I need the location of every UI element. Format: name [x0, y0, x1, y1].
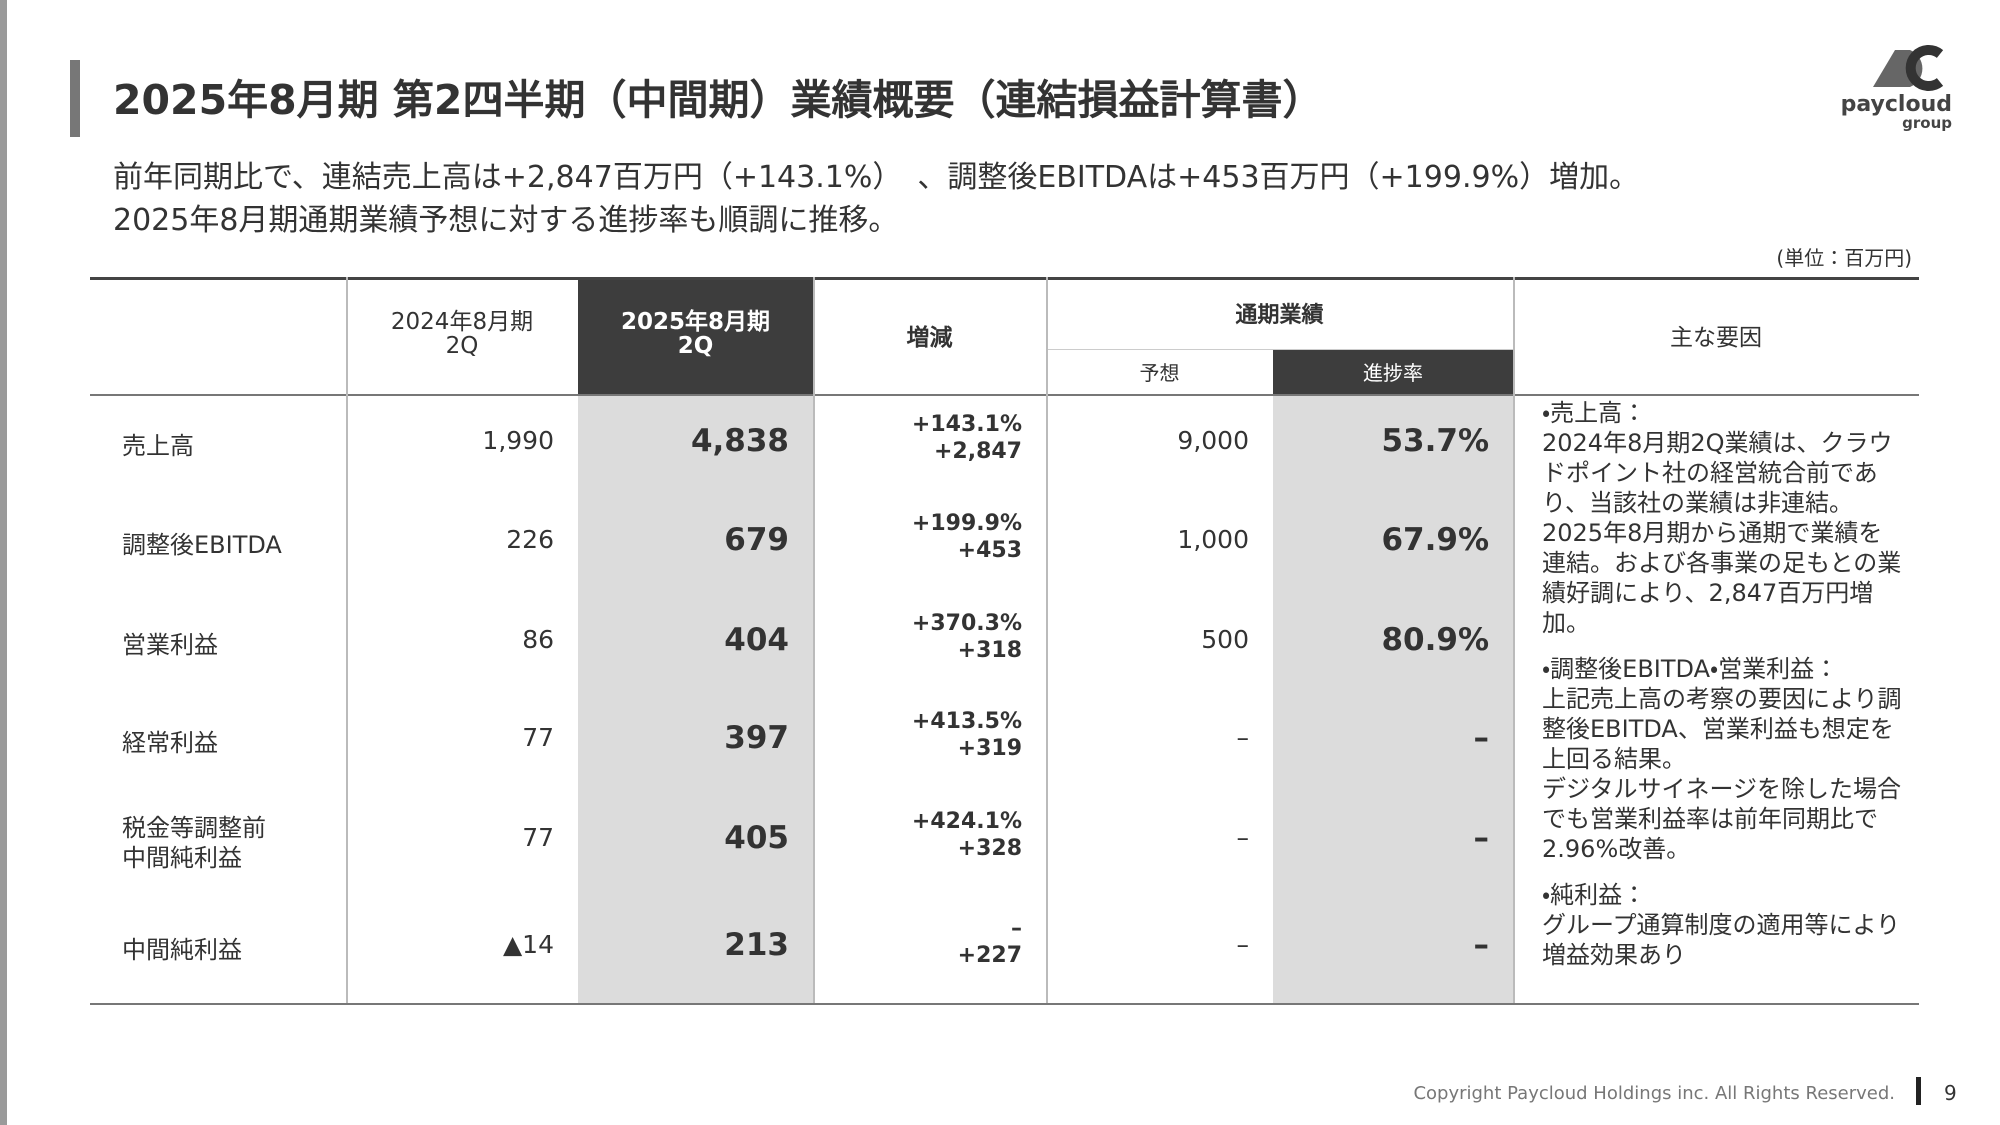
column-header: 予想 [1139, 361, 1180, 385]
progress-value: 67.9% [1381, 522, 1489, 558]
logo-name: paycloud [1840, 92, 1952, 117]
column-line [1046, 277, 1048, 1003]
factor-text: 上記売上高の考察の要因により調整後EBITDA、営業利益も想定を上回る結果。 [1542, 685, 1902, 773]
forecast-value: 9,000 [1177, 426, 1249, 455]
row-label: 調整後EBITDA [122, 531, 282, 559]
forecast-value: – [1236, 930, 1250, 959]
row-label: 売上高 [122, 432, 194, 460]
change-value: +413.5% [911, 709, 1022, 734]
unit: (単位：百万円) [1776, 246, 1912, 270]
prev-value: ▲14 [502, 930, 554, 959]
factor-heading: ・純利益： [1542, 881, 1647, 909]
row-label: 営業利益 [122, 631, 218, 659]
column-shade [578, 394, 813, 1003]
column-shade [1273, 394, 1513, 1003]
change-value: +319 [957, 736, 1022, 761]
subtitle: 前年同期比で、連結売上高は+2,847百万円（+143.1%） 、調整後EBIT… [113, 160, 1640, 195]
progress-value: 53.7% [1381, 423, 1489, 459]
change-value: +424.1% [911, 809, 1022, 834]
column-header: 2025年8月期 [620, 309, 771, 335]
current-value: 679 [724, 522, 789, 558]
change-value: +143.1% [911, 412, 1022, 437]
rule [90, 1003, 1919, 1005]
factors: ・売上高： 2024年8月期2Q業績は、クラウドポイント社の経営統合前であり、当該… [1542, 398, 1902, 986]
current-value: 213 [724, 927, 789, 963]
title-bar [70, 60, 80, 137]
prev-value: 77 [522, 723, 554, 752]
change-value: +453 [957, 538, 1022, 563]
rule [90, 394, 1919, 396]
change-value: +328 [957, 836, 1022, 861]
prev-value: 1,990 [482, 426, 554, 455]
column-line [346, 277, 348, 1003]
column-line [1513, 277, 1515, 1003]
title: 2025年8月期 第2四半期（中間期）業績概要（連結損益計算書） [113, 76, 1324, 124]
factor-text: 2024年8月期2Q業績は、クラウドポイント社の経営統合前であり、当該社の業績は… [1542, 429, 1902, 637]
progress-value: – [1473, 820, 1490, 856]
row-label: 税金等調整前 [122, 814, 266, 842]
current-value: 4,838 [690, 423, 789, 459]
column-line [813, 277, 815, 1003]
change-value: +318 [957, 638, 1022, 663]
column-header: 2024年8月期 [390, 309, 534, 335]
subtitle: 2025年8月期通期業績予想に対する進捗率も順調に推移。 [113, 203, 899, 238]
progress-value: – [1473, 720, 1490, 756]
factor-text: デジタルサイネージを除した場合でも営業利益率は前年同期比で2.96%改善。 [1542, 775, 1902, 863]
column-header: 2Q [445, 333, 479, 359]
current-value: 397 [724, 720, 789, 756]
header-dark [1273, 349, 1513, 394]
logo-mark [1873, 45, 1944, 91]
logo-sub: group [1902, 114, 1952, 132]
change-value: +2,847 [933, 439, 1022, 464]
factor-block: ・調整後EBITDA・営業利益： 上記売上高の考察の要因により調整後EBITDA、… [1542, 654, 1902, 864]
header-dark [578, 277, 813, 394]
left-strip [0, 0, 7, 1125]
column-header: 進捗率 [1363, 361, 1423, 385]
column-header: 増減 [906, 325, 953, 351]
change-value: +199.9% [911, 511, 1022, 536]
change-value: +370.3% [911, 611, 1022, 636]
factor-text: グループ通算制度の適用等により増益効果あり [1542, 911, 1901, 969]
factor-heading: ・調整後EBITDA・営業利益： [1542, 655, 1839, 683]
forecast-value: – [1236, 823, 1250, 852]
row-label: 中間純利益 [122, 936, 242, 964]
progress-value: – [1473, 927, 1490, 963]
column-header: 主な要因 [1670, 325, 1762, 351]
row-label: 中間純利益 [122, 844, 242, 872]
forecast-value: – [1236, 723, 1250, 752]
change-value: +227 [957, 943, 1022, 968]
rule [90, 277, 1919, 280]
current-value: 405 [724, 820, 789, 856]
row-label: 経常利益 [122, 729, 218, 757]
forecast-value: 500 [1201, 625, 1249, 654]
footer-bar [1916, 1077, 1921, 1105]
prev-value: 226 [506, 525, 554, 554]
factor-heading: ・売上高： [1542, 399, 1647, 427]
prev-value: 77 [522, 823, 554, 852]
factor-block: ・売上高： 2024年8月期2Q業績は、クラウドポイント社の経営統合前であり、当該… [1542, 398, 1902, 638]
column-header: 2Q [677, 333, 714, 359]
column-header: 通期業績 [1235, 303, 1324, 328]
prev-value: 86 [522, 625, 554, 654]
current-value: 404 [724, 622, 789, 658]
progress-value: 80.9% [1381, 622, 1489, 658]
forecast-value: 1,000 [1177, 525, 1249, 554]
rule [1046, 349, 1513, 350]
change-value: – [1011, 916, 1022, 941]
factor-block: ・純利益： グループ通算制度の適用等により増益効果あり [1542, 880, 1902, 970]
page-number: 9 [1944, 1081, 1957, 1105]
copyright: Copyright Paycloud Holdings inc. All Rig… [1413, 1083, 1895, 1104]
